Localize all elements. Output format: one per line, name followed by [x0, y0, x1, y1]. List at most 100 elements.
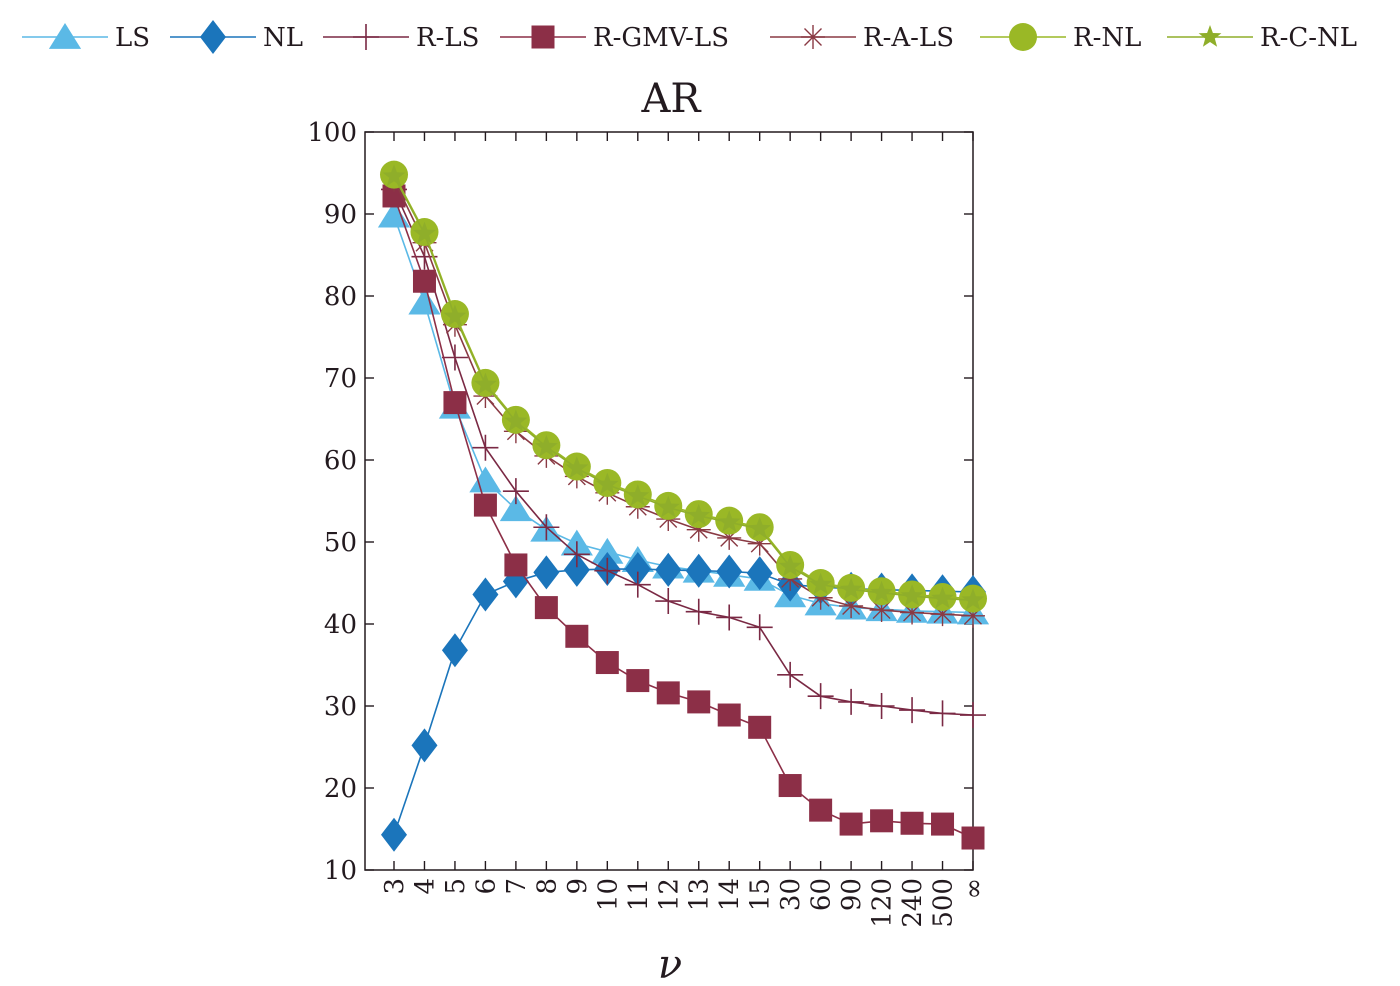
point-r-gmv-ls-2 [443, 391, 467, 415]
point-r-gmv-ls-15-shape [839, 812, 863, 836]
point-r-a-ls-18-shape [930, 602, 955, 627]
point-ls-7-shape [591, 537, 624, 564]
point-r-ls-16 [868, 693, 895, 719]
point-r-gmv-ls-5-shape [534, 596, 558, 620]
x-tick-label-7: 7 [502, 878, 532, 895]
point-r-gmv-ls-9-shape [656, 681, 680, 705]
legend-label-r-ls: R-LS [416, 23, 479, 53]
y-tick-label-90: 90 [324, 200, 357, 230]
point-r-c-nl-9-shape [656, 495, 680, 518]
x-tick-label-13: 13 [685, 878, 715, 911]
point-r-ls-9 [655, 588, 682, 615]
legend-label-r-a-ls: R-A-LS [863, 23, 954, 53]
point-r-c-nl-11-shape [717, 510, 741, 532]
x-tick-label-30: 30 [776, 878, 806, 911]
point-r-a-ls-12 [747, 531, 772, 556]
chart-title: AR [640, 76, 702, 122]
legend-marker-r-a-ls [801, 25, 825, 49]
point-nl-9-shape [655, 552, 682, 587]
point-r-ls-6 [563, 541, 590, 568]
point-r-c-nl-12-shape [748, 516, 772, 539]
point-r-c-nl-8 [626, 484, 650, 506]
x-tick-label-90: 90 [837, 878, 867, 911]
point-r-c-nl-1 [413, 221, 436, 244]
legend-item-nl: NL [170, 20, 303, 54]
y-axis: 10 20 30 40 50 60 70 80 90 100 [307, 118, 973, 886]
point-r-c-nl-7 [595, 472, 619, 495]
point-r-c-nl-11 [717, 510, 741, 532]
point-r-ls-3 [472, 434, 499, 461]
point-nl-0-shape [381, 817, 407, 852]
y-tick-label-60: 60 [324, 446, 357, 476]
point-r-ls-14 [807, 683, 834, 710]
point-ls-0-shape [377, 201, 411, 228]
point-r-a-ls-15 [839, 593, 864, 618]
y-tick-label-100: 100 [307, 118, 357, 148]
point-r-ls-17 [899, 697, 926, 724]
point-nl-10 [685, 553, 712, 588]
legend-label-r-c-nl: R-C-NL [1260, 23, 1357, 53]
point-r-gmv-ls-11 [717, 703, 741, 727]
y-tick-label-30: 30 [324, 692, 357, 722]
point-r-c-nl-5 [535, 434, 558, 457]
point-r-c-nl-10-shape [687, 503, 711, 526]
plot-area [364, 131, 974, 871]
y-tick-label-40: 40 [324, 610, 357, 640]
point-r-c-nl-16-shape [870, 580, 893, 603]
legend-marker-r-ls [353, 24, 379, 50]
point-r-gmv-ls-12 [748, 715, 772, 739]
point-r-gmv-ls-16 [870, 809, 894, 833]
point-r-ls-3-shape [472, 434, 499, 461]
point-r-c-nl-3-shape [474, 372, 497, 395]
point-r-gmv-ls-1 [412, 269, 436, 293]
legend-marker-r-gmv-ls-shape [531, 25, 555, 49]
point-r-c-nl-17 [900, 584, 924, 606]
point-ls-3 [469, 466, 502, 493]
point-r-ls-16-shape [868, 693, 895, 719]
point-nl-3-shape [472, 577, 499, 612]
point-nl-10-shape [685, 553, 712, 588]
x-tick-label-120: 120 [868, 878, 898, 928]
point-r-ls-13-shape [777, 661, 804, 688]
point-nl-9 [655, 552, 682, 587]
point-r-c-nl-17-shape [900, 584, 924, 606]
point-r-ls-14-shape [807, 683, 834, 710]
point-r-a-ls-12-shape [747, 531, 772, 556]
point-r-ls-5 [533, 514, 560, 541]
point-nl-0 [381, 817, 407, 852]
x-tick-label-11: 11 [624, 878, 654, 911]
point-r-a-ls-11-shape [717, 525, 742, 550]
series-r-gmv-ls [382, 184, 985, 850]
point-r-a-ls-11 [717, 525, 742, 550]
legend-item-r-a-ls: R-A-LS [770, 23, 954, 53]
point-r-c-nl-19 [961, 588, 985, 610]
point-r-ls-12-shape [746, 614, 773, 641]
point-r-gmv-ls-19 [961, 826, 985, 850]
point-r-gmv-ls-9 [656, 681, 680, 705]
point-r-a-ls-17-shape [900, 600, 925, 625]
point-r-a-ls-10-shape [686, 517, 711, 542]
point-r-c-nl-4 [504, 409, 528, 432]
point-r-gmv-ls-7-shape [595, 651, 619, 675]
point-r-gmv-ls-5 [534, 596, 558, 620]
point-r-ls-19 [960, 702, 986, 729]
point-r-c-nl-15 [839, 577, 863, 600]
point-r-gmv-ls-13-shape [778, 774, 802, 798]
point-r-gmv-ls-6-shape [565, 624, 589, 648]
legend: LS NL R-LS R-GMV-LS R-A-LS R-NL R-C-NL [22, 20, 1357, 54]
x-tick-label-10: 10 [593, 878, 623, 911]
x-tick-label-9: 9 [563, 878, 593, 895]
point-r-c-nl-6 [565, 456, 589, 478]
point-ls-1-shape [408, 288, 441, 315]
point-r-a-ls-18 [930, 602, 955, 627]
point-r-gmv-ls-4 [504, 553, 528, 577]
point-nl-5-shape [533, 555, 560, 590]
point-r-gmv-ls-16-shape [870, 809, 894, 833]
y-tick-label-10: 10 [324, 856, 357, 886]
point-r-ls-11-shape [716, 604, 743, 631]
point-r-c-nl-10 [687, 503, 711, 526]
point-r-a-ls-10 [686, 517, 711, 542]
legend-marker-ls [48, 23, 82, 49]
point-r-c-nl-14 [809, 572, 832, 595]
point-r-ls-17-shape [899, 697, 926, 724]
